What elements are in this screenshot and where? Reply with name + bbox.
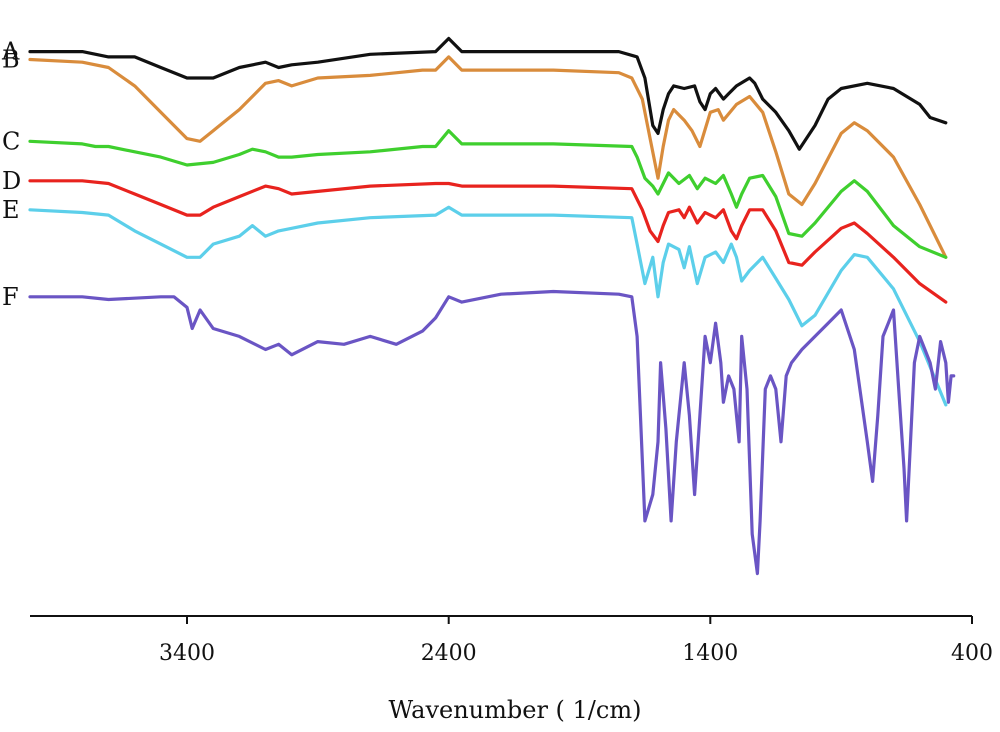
series-label-e: E (2, 196, 20, 224)
x-tick-label-3400: 3400 (159, 641, 215, 666)
x-axis-title: Wavenumber ( 1/cm) (389, 696, 642, 724)
series-b-trace (28, 55, 948, 259)
series-c-trace (28, 129, 948, 259)
series-f-trace (28, 289, 956, 576)
series-e-trace (28, 205, 948, 407)
series-label-c: C (2, 127, 20, 155)
x-tick-label-2400: 2400 (421, 641, 477, 666)
series-label-b: B (2, 46, 20, 74)
series-label-f: F (2, 283, 19, 311)
x-ticks: 3400 2400 1400 400 (159, 616, 993, 666)
series-a-trace (28, 36, 948, 151)
x-tick-label-1400: 1400 (682, 641, 738, 666)
x-tick-label-400: 400 (951, 641, 993, 666)
series-d-trace (28, 179, 948, 304)
series-label-d: D (2, 167, 21, 195)
series-label-a: A (1, 38, 20, 66)
series-labels: AB CDE F (1, 38, 21, 311)
spectra-traces (28, 36, 956, 576)
